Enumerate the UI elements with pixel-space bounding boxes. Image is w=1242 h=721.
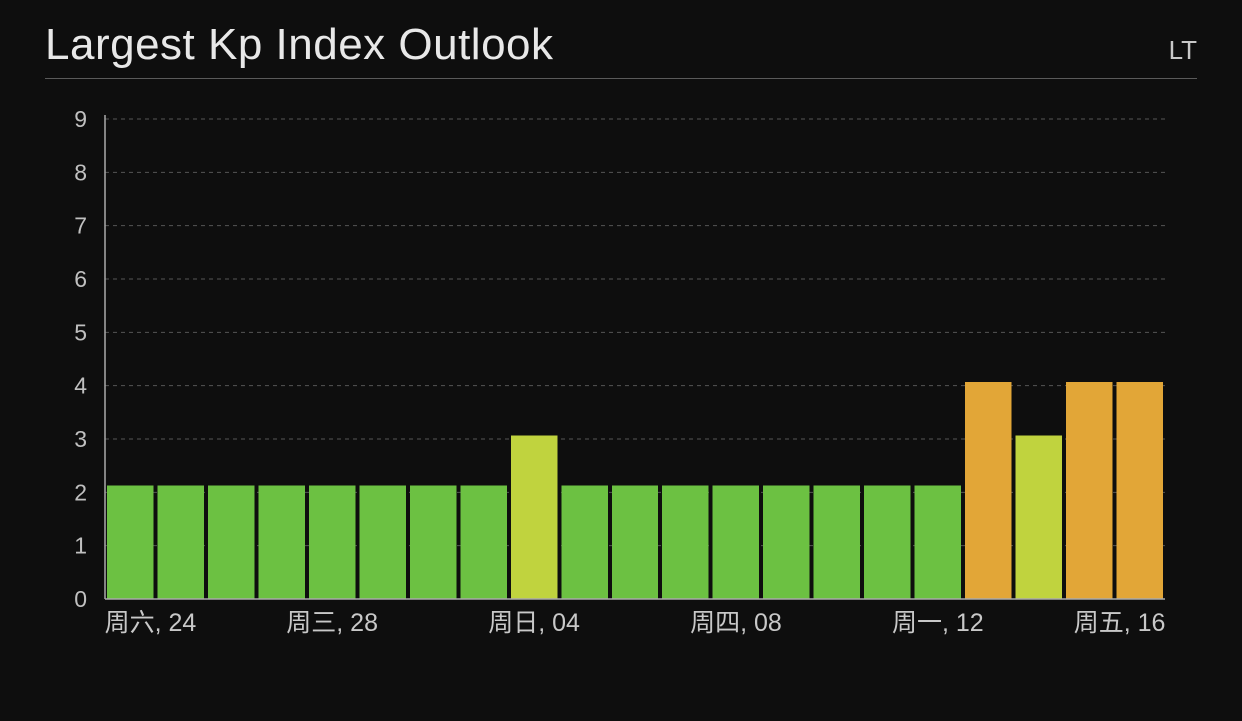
bar <box>864 485 910 599</box>
bar <box>1016 435 1062 599</box>
bar <box>511 435 557 599</box>
ytick-label: 5 <box>74 319 87 345</box>
bar <box>561 485 607 599</box>
bar <box>814 485 860 599</box>
ytick-label: 1 <box>74 533 87 559</box>
bar <box>713 485 759 599</box>
bar <box>763 485 809 599</box>
chart-header: Largest Kp Index Outlook LT <box>45 20 1197 79</box>
bar <box>107 485 153 599</box>
bar <box>965 382 1011 599</box>
bar <box>208 485 254 599</box>
chart-svg: 0 1 2 3 4 5 6 7 8 9 周六, 24 周三, 28 周日, 04 周四, 08 周一, 12… <box>55 109 1195 669</box>
bar <box>1117 382 1163 599</box>
ytick-label: 2 <box>74 479 87 505</box>
chart-right-label: LT <box>1169 35 1197 70</box>
bar <box>258 485 304 599</box>
chart-plot-area: 0 1 2 3 4 5 6 7 8 9 周六, 24 周三, 28 周日, 04 周四, 08 周一, 12… <box>55 109 1197 669</box>
ytick-label: 7 <box>74 213 87 239</box>
xtick-label: 周六, 24 <box>105 609 197 637</box>
bar <box>309 485 355 599</box>
bar <box>662 485 708 599</box>
xtick-label: 周一, 12 <box>892 609 984 637</box>
ytick-label: 4 <box>74 373 87 399</box>
ytick-label: 0 <box>74 586 87 612</box>
bar <box>410 485 456 599</box>
chart-container: Largest Kp Index Outlook LT 0 1 2 3 4 5 6 7 8 9 周六… <box>0 0 1242 669</box>
bar <box>915 485 961 599</box>
bar <box>359 485 405 599</box>
xtick-label: 周五, 16 <box>1074 609 1166 637</box>
bar <box>157 485 203 599</box>
bar <box>612 485 658 599</box>
ytick-label: 9 <box>74 109 87 132</box>
ytick-label: 3 <box>74 426 87 452</box>
xtick-label: 周三, 28 <box>286 609 378 637</box>
xtick-label: 周四, 08 <box>690 609 782 637</box>
bar <box>1066 382 1112 599</box>
ytick-label: 8 <box>74 159 87 185</box>
bar <box>460 485 506 599</box>
chart-title: Largest Kp Index Outlook <box>45 20 554 70</box>
ytick-label: 6 <box>74 266 87 292</box>
xtick-label: 周日, 04 <box>488 609 580 637</box>
